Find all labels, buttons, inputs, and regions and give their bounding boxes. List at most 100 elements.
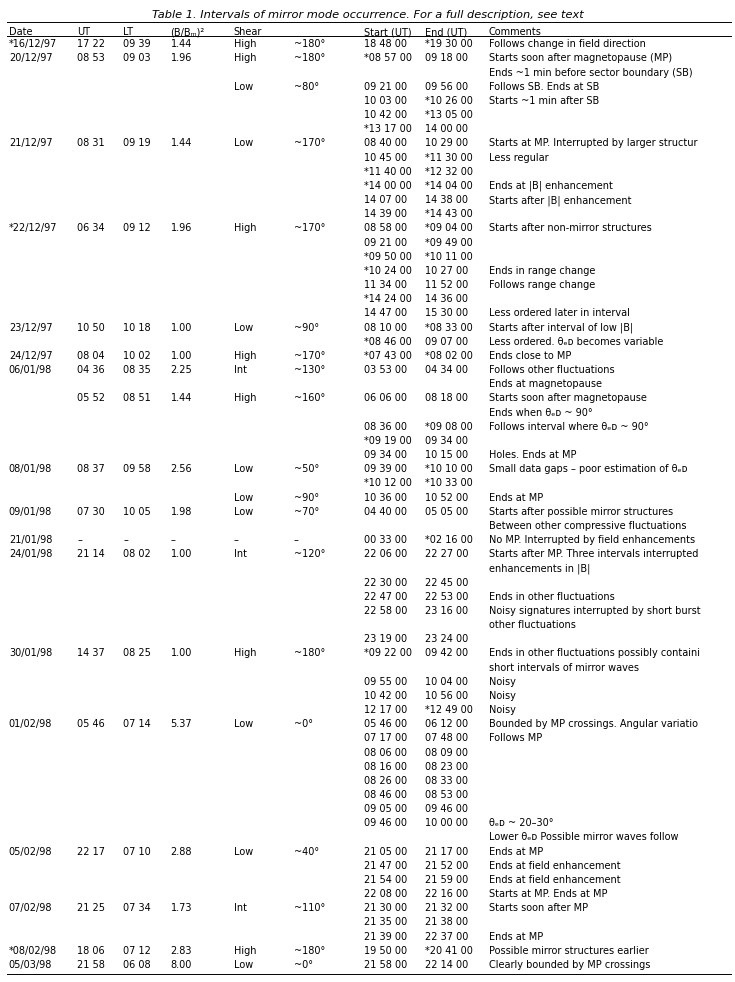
Text: 18 06: 18 06: [77, 946, 105, 955]
Text: Noisy: Noisy: [489, 705, 516, 715]
Text: 22 27 00: 22 27 00: [425, 549, 468, 559]
Text: ~180°: ~180°: [294, 648, 326, 658]
Text: 09 46 00: 09 46 00: [425, 804, 468, 814]
Text: Ends at field enhancement: Ends at field enhancement: [489, 861, 620, 871]
Text: enhancements in |B|: enhancements in |B|: [489, 564, 590, 573]
Text: 10 29 00: 10 29 00: [425, 138, 468, 148]
Text: 21 30 00: 21 30 00: [364, 903, 407, 913]
Text: 08 09 00: 08 09 00: [425, 747, 468, 757]
Text: Ends at field enhancement: Ends at field enhancement: [489, 875, 620, 885]
Text: 22 16 00: 22 16 00: [425, 889, 468, 900]
Text: ~170°: ~170°: [294, 224, 326, 234]
Text: 10 45 00: 10 45 00: [364, 152, 407, 163]
Text: *10 11 00: *10 11 00: [425, 251, 473, 262]
Text: Starts after possible mirror structures: Starts after possible mirror structures: [489, 507, 673, 517]
Text: 15 30 00: 15 30 00: [425, 308, 468, 318]
Text: 1.00: 1.00: [171, 322, 192, 333]
Text: 24/12/97: 24/12/97: [9, 351, 52, 361]
Text: Between other compressive fluctuations: Between other compressive fluctuations: [489, 520, 686, 531]
Text: Starts ~1 min after SB: Starts ~1 min after SB: [489, 96, 599, 106]
Text: 04 34 00: 04 34 00: [425, 365, 468, 375]
Text: 21 54 00: 21 54 00: [364, 875, 407, 885]
Text: 1.00: 1.00: [171, 648, 192, 658]
Text: 08 25: 08 25: [123, 648, 151, 658]
Text: *19 30 00: *19 30 00: [425, 39, 473, 49]
Text: 22 47 00: 22 47 00: [364, 592, 407, 602]
Text: 22 58 00: 22 58 00: [364, 606, 407, 616]
Text: 07 48 00: 07 48 00: [425, 734, 468, 743]
Text: 07 34: 07 34: [123, 903, 151, 913]
Text: *12 32 00: *12 32 00: [425, 167, 473, 177]
Text: 21 52 00: 21 52 00: [425, 861, 468, 871]
Text: LT: LT: [123, 27, 134, 37]
Text: *08 33 00: *08 33 00: [425, 322, 473, 333]
Text: short intervals of mirror waves: short intervals of mirror waves: [489, 663, 639, 673]
Text: Start (UT): Start (UT): [364, 27, 412, 37]
Text: *09 19 00: *09 19 00: [364, 436, 412, 446]
Text: *13 17 00: *13 17 00: [364, 125, 412, 135]
Text: 08 02: 08 02: [123, 549, 151, 559]
Text: 08 10 00: 08 10 00: [364, 322, 407, 333]
Text: 04 36: 04 36: [77, 365, 105, 375]
Text: 06 12 00: 06 12 00: [425, 719, 468, 730]
Text: ~120°: ~120°: [294, 549, 326, 559]
Text: 08 31: 08 31: [77, 138, 105, 148]
Text: Ends ~1 min before sector boundary (SB): Ends ~1 min before sector boundary (SB): [489, 68, 692, 78]
Text: *07 43 00: *07 43 00: [364, 351, 412, 361]
Text: Bounded by MP crossings. Angular variatio: Bounded by MP crossings. Angular variati…: [489, 719, 698, 730]
Text: –: –: [294, 535, 299, 545]
Text: 09 34 00: 09 34 00: [364, 450, 407, 460]
Text: Less ordered later in interval: Less ordered later in interval: [489, 308, 630, 318]
Text: 10 05: 10 05: [123, 507, 151, 517]
Text: *09 08 00: *09 08 00: [425, 421, 473, 432]
Text: 07 14: 07 14: [123, 719, 151, 730]
Text: Int: Int: [234, 903, 247, 913]
Text: ~90°: ~90°: [294, 322, 319, 333]
Text: 14 36 00: 14 36 00: [425, 295, 468, 304]
Text: *13 05 00: *13 05 00: [425, 110, 473, 120]
Text: 03 53 00: 03 53 00: [364, 365, 407, 375]
Text: Follows interval where θₑᴅ ~ 90°: Follows interval where θₑᴅ ~ 90°: [489, 421, 648, 432]
Text: 14 39 00: 14 39 00: [364, 209, 407, 219]
Text: 14 38 00: 14 38 00: [425, 195, 468, 205]
Text: 08 53: 08 53: [77, 53, 105, 64]
Text: 22 45 00: 22 45 00: [425, 577, 468, 587]
Text: 09 12: 09 12: [123, 224, 151, 234]
Text: 09 39 00: 09 39 00: [364, 464, 407, 474]
Text: 05/02/98: 05/02/98: [9, 846, 52, 856]
Text: 22 14 00: 22 14 00: [425, 960, 468, 970]
Text: Low: Low: [234, 82, 253, 91]
Text: 08 51: 08 51: [123, 394, 151, 404]
Text: 1.44: 1.44: [171, 138, 192, 148]
Text: 21 14: 21 14: [77, 549, 105, 559]
Text: 09 07 00: 09 07 00: [425, 337, 468, 347]
Text: 07/02/98: 07/02/98: [9, 903, 52, 913]
Text: 09 56 00: 09 56 00: [425, 82, 468, 91]
Text: 10 18: 10 18: [123, 322, 151, 333]
Text: 21/01/98: 21/01/98: [9, 535, 52, 545]
Text: Ends at |B| enhancement: Ends at |B| enhancement: [489, 181, 613, 191]
Text: –: –: [77, 535, 82, 545]
Text: (B/Bₘ)²: (B/Bₘ)²: [171, 27, 205, 37]
Text: 10 36 00: 10 36 00: [364, 493, 407, 503]
Text: *09 50 00: *09 50 00: [364, 251, 412, 262]
Text: Ends when θₑᴅ ~ 90°: Ends when θₑᴅ ~ 90°: [489, 408, 592, 417]
Text: Ends in range change: Ends in range change: [489, 266, 595, 276]
Text: Follows change in field direction: Follows change in field direction: [489, 39, 645, 49]
Text: Low: Low: [234, 322, 253, 333]
Text: 08 06 00: 08 06 00: [364, 747, 407, 757]
Text: 09 58: 09 58: [123, 464, 151, 474]
Text: –: –: [171, 535, 176, 545]
Text: 11 34 00: 11 34 00: [364, 280, 407, 290]
Text: 08 23 00: 08 23 00: [425, 762, 468, 772]
Text: 10 50: 10 50: [77, 322, 105, 333]
Text: 09 39: 09 39: [123, 39, 151, 49]
Text: 09 55 00: 09 55 00: [364, 677, 407, 686]
Text: 22 53 00: 22 53 00: [425, 592, 468, 602]
Text: Ends close to MP: Ends close to MP: [489, 351, 571, 361]
Text: 19 50 00: 19 50 00: [364, 946, 407, 955]
Text: 24/01/98: 24/01/98: [9, 549, 52, 559]
Text: ~170°: ~170°: [294, 138, 326, 148]
Text: 08 26 00: 08 26 00: [364, 776, 407, 786]
Text: –: –: [234, 535, 239, 545]
